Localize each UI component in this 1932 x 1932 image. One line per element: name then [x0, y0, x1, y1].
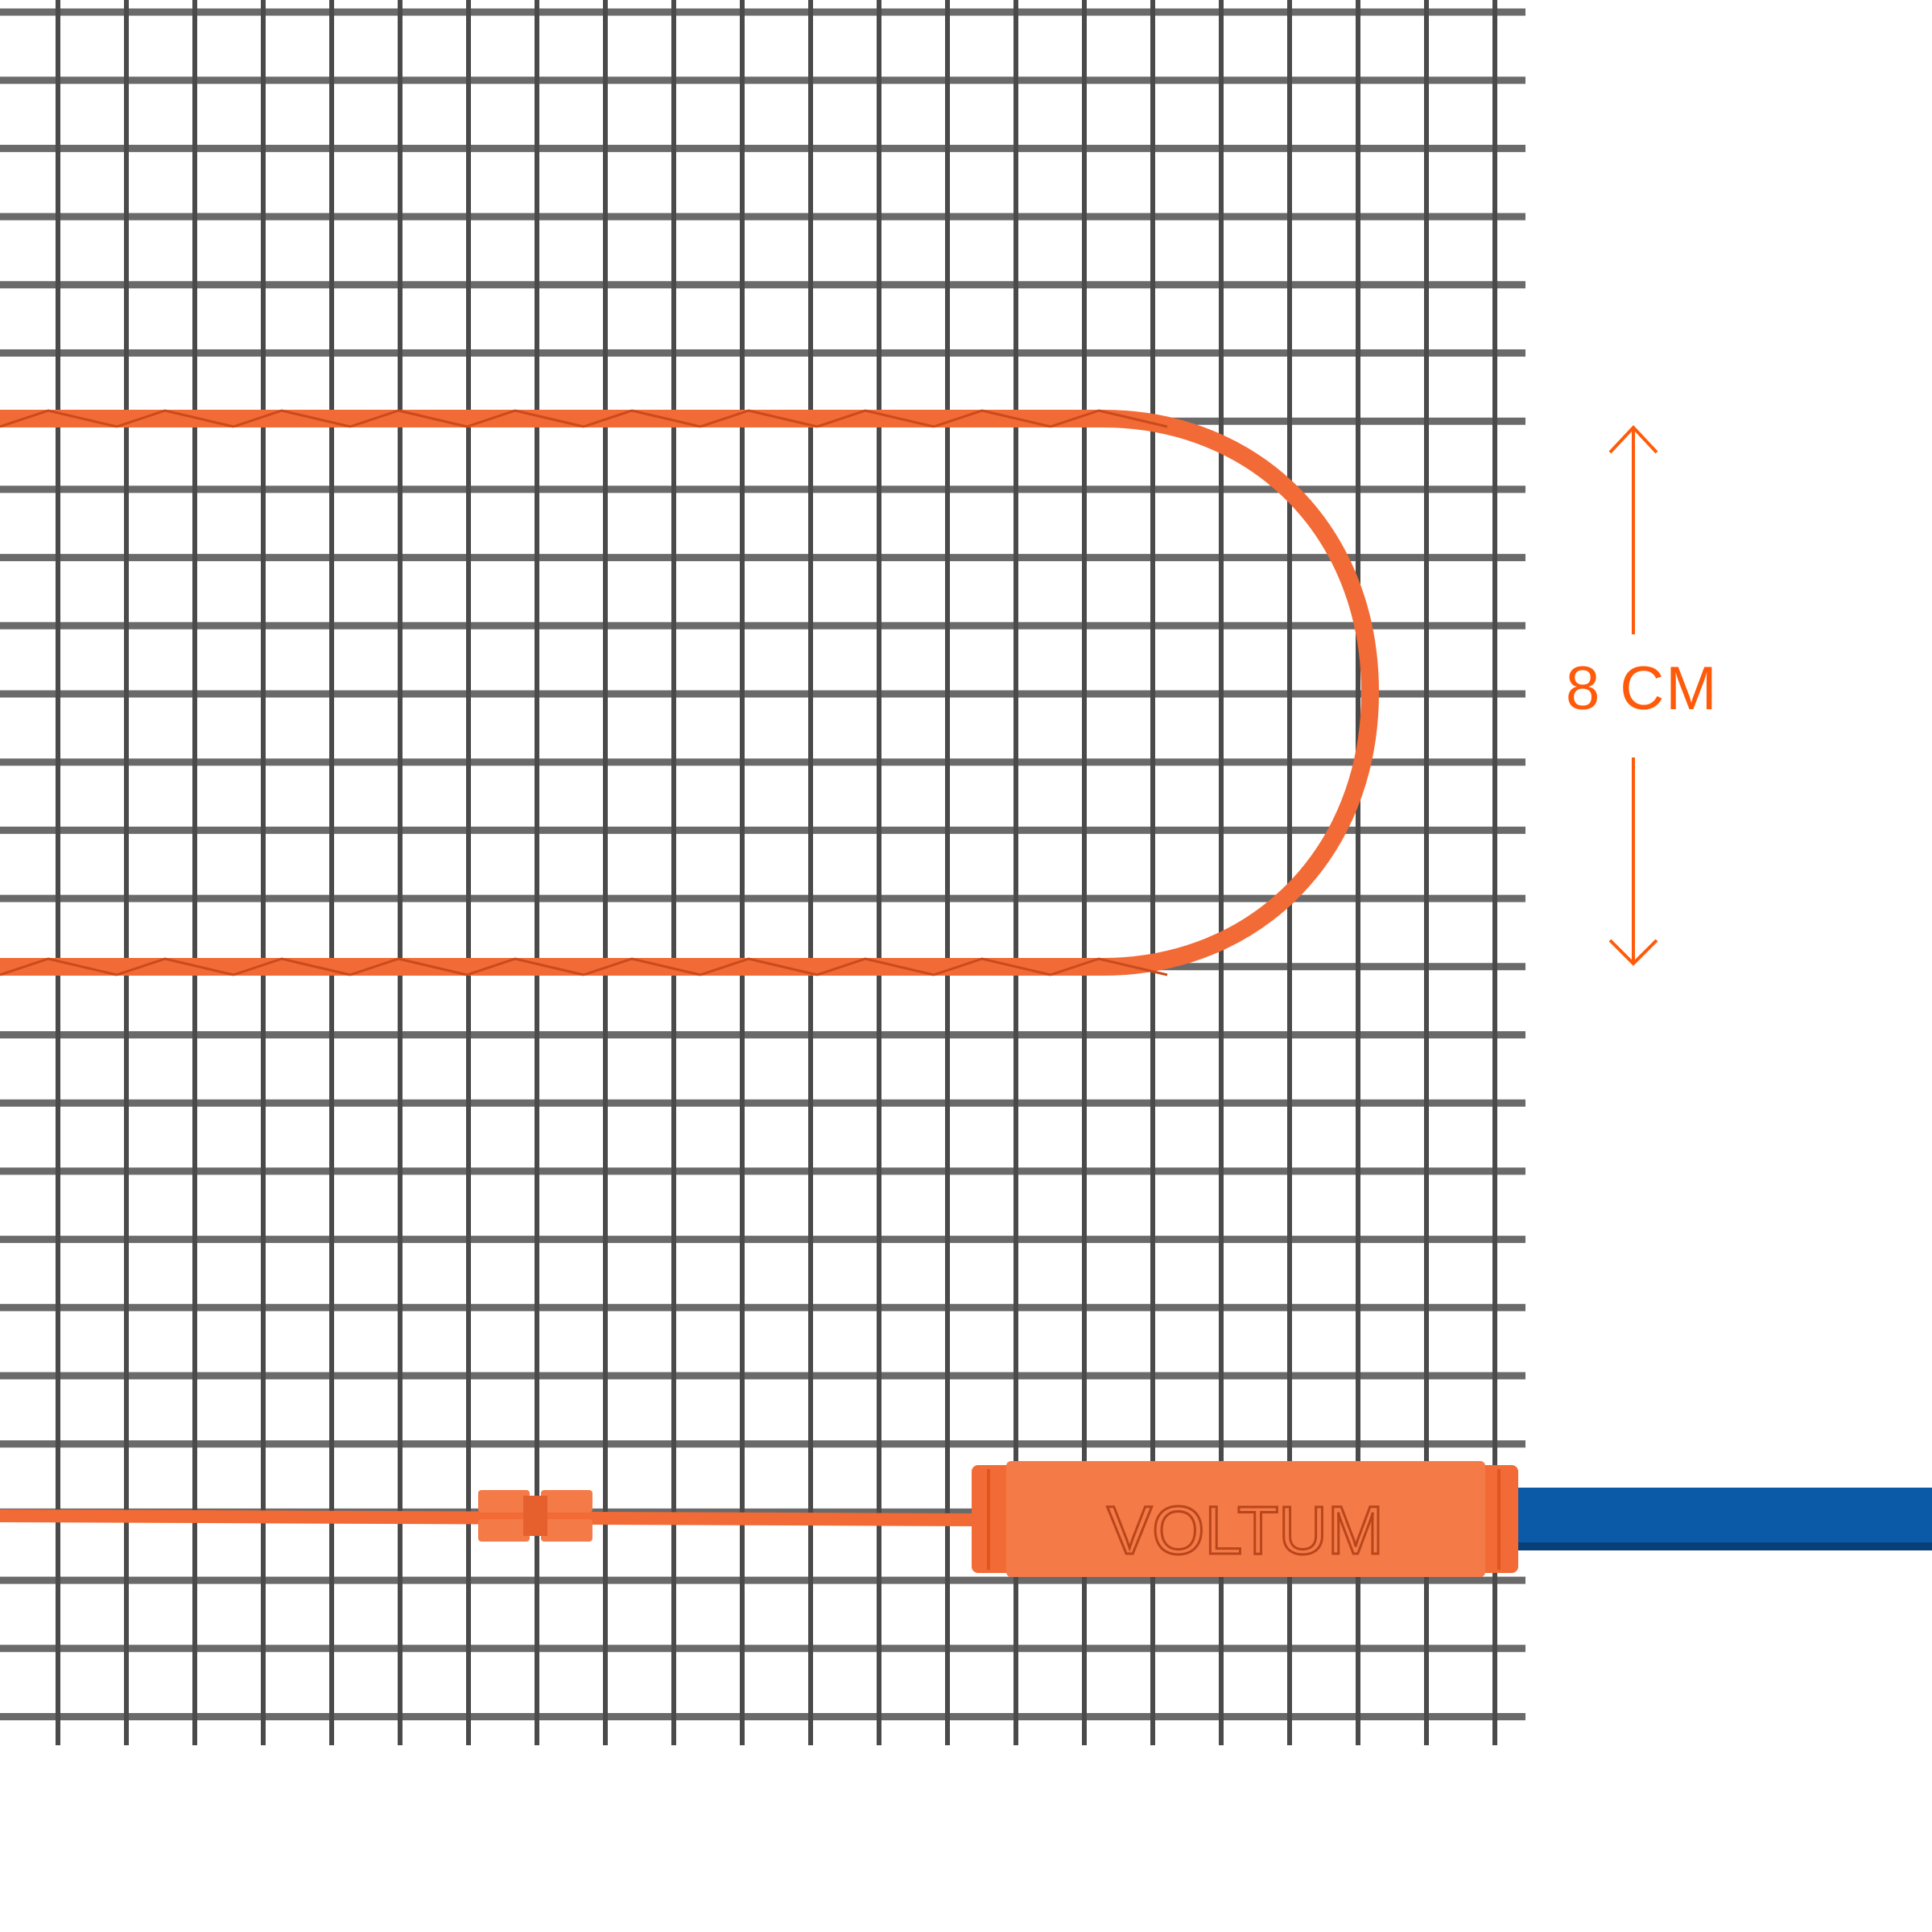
cold-lead-cable: [0, 1509, 979, 1526]
dimension-arrow: [1608, 425, 1658, 966]
power-cable-shadow: [1513, 1542, 1932, 1550]
connector-sleeve: VOLTUM: [972, 1461, 1518, 1577]
heating-cable-loop: [0, 410, 1380, 976]
arrow-down-icon: [1608, 939, 1658, 966]
cable-coupler: [478, 1490, 592, 1542]
power-cable: [1513, 1488, 1932, 1550]
dimension-label: 8 CM: [1566, 654, 1719, 723]
voltum-logo: VOLTUM: [1107, 1492, 1384, 1568]
cable-wrap-spiral: [0, 409, 1168, 976]
